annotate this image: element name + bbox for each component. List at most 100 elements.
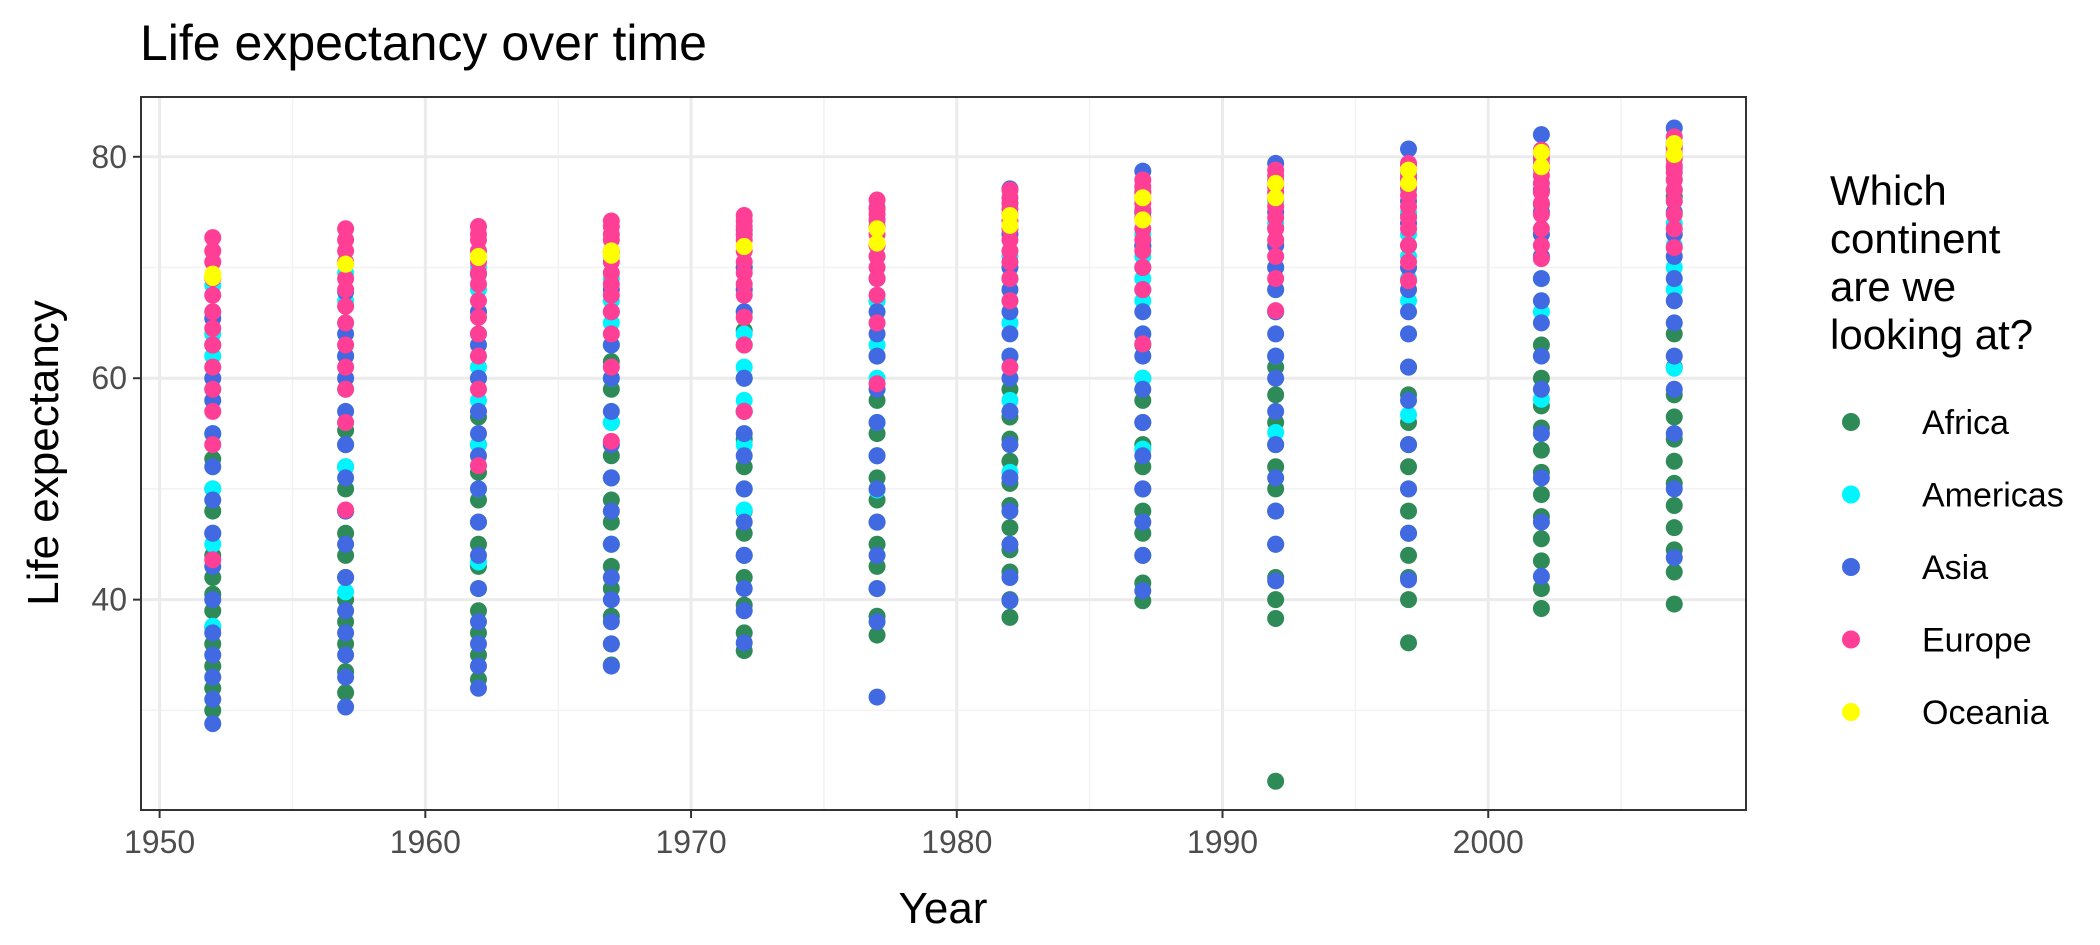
data-point [1400, 546, 1418, 564]
data-point [868, 688, 886, 706]
data-point [204, 624, 222, 642]
y-axis-title: Life expectancy [19, 300, 68, 606]
data-point [1001, 325, 1019, 343]
data-point [1665, 595, 1683, 613]
x-tick-label: 1970 [655, 824, 726, 860]
data-point [1532, 513, 1550, 531]
data-point [469, 325, 487, 343]
data-point [602, 212, 620, 230]
data-point [1532, 580, 1550, 598]
data-point [1267, 347, 1285, 365]
data-point [1400, 406, 1418, 424]
legend-item-oceania: Oceania [1842, 694, 2049, 732]
data-point [1665, 347, 1683, 365]
x-tick-label: 2000 [1453, 824, 1524, 860]
data-point [1134, 347, 1152, 365]
data-point [469, 218, 487, 236]
data-point [1400, 502, 1418, 520]
data-point [1400, 358, 1418, 376]
data-point [337, 255, 355, 273]
data-point [1267, 423, 1285, 441]
data-point [1001, 608, 1019, 626]
data-point [337, 602, 355, 620]
legend-title-line: are we [1830, 263, 1956, 310]
data-point [1134, 480, 1152, 498]
legend-items: Africa Americas Asia Europe Oceania [1842, 404, 2064, 732]
data-point [868, 414, 886, 431]
data-point [1001, 592, 1019, 610]
legend-title: Which continent are we looking at? [1830, 167, 2033, 358]
legend-label: Europe [1922, 622, 2032, 660]
data-point [1134, 259, 1152, 276]
data-point [868, 447, 886, 465]
data-point [735, 602, 753, 620]
legend-key [1842, 630, 1860, 649]
data-point [1134, 546, 1152, 564]
data-point [1665, 380, 1683, 398]
data-point [337, 668, 355, 686]
legend-key [1842, 558, 1860, 576]
data-point [469, 657, 487, 675]
x-tick-label: 1960 [390, 824, 461, 860]
data-point [337, 535, 355, 553]
y-tick-label: 80 [91, 139, 127, 175]
data-point [204, 668, 222, 686]
data-point [1267, 247, 1285, 265]
data-point [868, 375, 886, 393]
data-point [868, 234, 886, 252]
legend-item-asia: Asia [1842, 549, 1988, 587]
x-axis: 1950 1960 1970 1980 1990 2000 [124, 810, 1524, 860]
data-point [337, 270, 355, 288]
data-point [1400, 161, 1418, 179]
data-point [337, 314, 355, 332]
data-point [1532, 552, 1550, 570]
data-point [735, 336, 753, 354]
major-gridlines [141, 97, 1746, 810]
data-point [1134, 303, 1152, 321]
data-point [602, 358, 620, 376]
legend-label: Oceania [1922, 694, 2049, 732]
minor-gridlines [141, 97, 1746, 810]
panel-border [140, 96, 1747, 811]
legend-key [1842, 485, 1860, 504]
data-point [1532, 469, 1550, 487]
data-point [1134, 582, 1152, 600]
data-point [1400, 236, 1418, 254]
data-point [1665, 135, 1683, 152]
data-point [1267, 369, 1285, 387]
data-point [602, 402, 620, 420]
data-point [602, 535, 620, 553]
data-point [1665, 359, 1683, 377]
data-point [337, 358, 355, 376]
data-point [1267, 502, 1285, 520]
data-point [337, 414, 355, 431]
legend-item-americas: Americas [1842, 477, 2064, 515]
data-point [204, 646, 222, 664]
data-point [204, 319, 222, 337]
data-point [204, 286, 222, 304]
data-point [735, 237, 753, 255]
data-point [1267, 609, 1285, 627]
data-point [337, 569, 355, 586]
data-point [1532, 143, 1550, 161]
data-point [469, 457, 487, 475]
series-oceania [204, 135, 1683, 286]
data-point [204, 402, 222, 420]
data-point [337, 698, 355, 716]
data-point [1400, 140, 1418, 158]
data-point [602, 635, 620, 653]
data-point [1400, 458, 1418, 476]
data-point [1665, 480, 1683, 498]
data-point [204, 242, 222, 260]
data-point [1665, 425, 1683, 443]
data-point [204, 551, 222, 569]
data-point [337, 336, 355, 354]
data-point [1665, 519, 1683, 537]
data-point [1134, 513, 1152, 531]
x-tick-label: 1990 [1187, 824, 1258, 860]
data-point [469, 308, 487, 326]
data-point [868, 580, 886, 598]
data-point [602, 242, 620, 260]
data-point [469, 425, 487, 443]
